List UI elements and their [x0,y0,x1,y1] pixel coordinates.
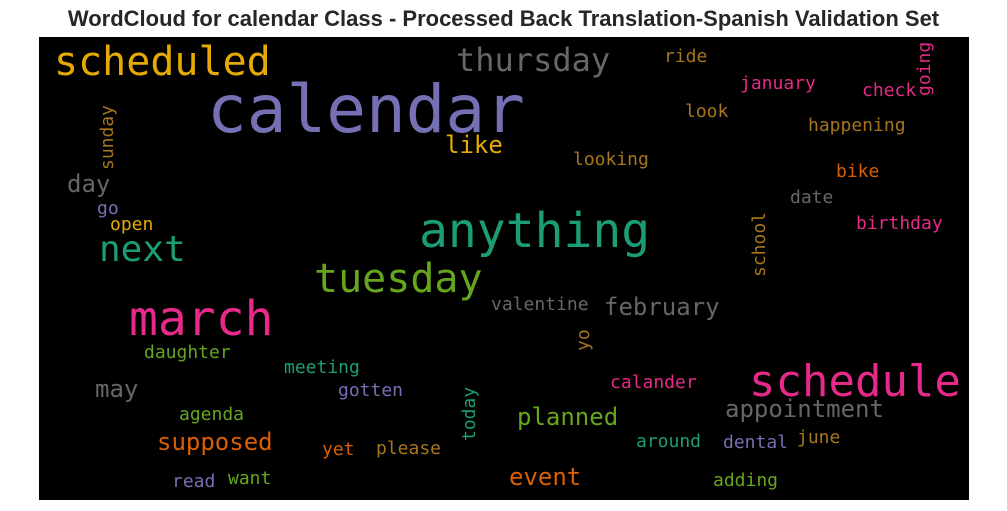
word-calander: calander [610,372,697,393]
word-birthday: birthday [856,213,943,234]
word-bike: bike [836,161,880,182]
word-event: event [509,463,582,491]
word-february: february [604,293,720,321]
word-like: like [445,131,503,159]
word-calendar: calendar [207,71,525,148]
word-valentine: valentine [491,294,589,315]
word-tuesday: tuesday [314,256,483,302]
word-school: school [749,211,770,277]
word-look: look [685,101,729,122]
wordcloud-canvas: calendar anything march schedule scheduled tu… [39,37,969,500]
word-day: day [67,170,111,198]
word-scheduled: scheduled [54,39,271,85]
word-appointment: appointment [725,395,884,423]
word-please: please [376,438,442,459]
word-january: january [740,73,816,94]
word-agenda: agenda [179,404,245,425]
word-thursday: thursday [456,41,611,79]
word-may: may [95,375,139,403]
word-june: june [797,427,841,448]
word-ride: ride [664,46,708,67]
chart-title: WordCloud for calendar Class - Processed… [67,6,940,31]
word-today: today [459,386,480,441]
word-anything: anything [419,203,651,259]
word-open: open [110,214,154,235]
word-sunday: sunday [97,104,118,170]
word-going: going [914,41,935,96]
word-happening: happening [808,115,906,136]
word-adding: adding [713,470,779,491]
word-want: want [228,468,272,489]
word-dental: dental [723,432,789,453]
word-yet: yet [322,439,355,460]
word-gotten: gotten [338,380,404,401]
word-go: go [97,198,119,219]
word-supposed: supposed [157,428,273,456]
word-schedule: schedule [749,356,961,407]
word-looking: looking [573,149,649,170]
word-daughter: daughter [144,342,231,363]
word-march: march [129,291,274,347]
word-read: read [172,471,216,492]
word-meeting: meeting [284,357,360,378]
word-check: check [862,80,917,101]
word-around: around [636,431,702,452]
word-yo: yo [573,328,594,351]
word-date: date [790,187,834,208]
word-planned: planned [517,403,619,431]
word-next: next [99,229,186,270]
